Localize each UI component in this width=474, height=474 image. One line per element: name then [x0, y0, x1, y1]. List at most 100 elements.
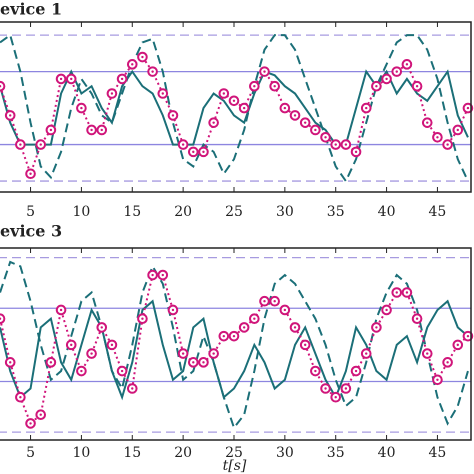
- marker-dot: [303, 343, 307, 347]
- marker-dot: [131, 387, 134, 390]
- marker-dot: [19, 396, 22, 399]
- marker-dot: [446, 361, 449, 364]
- marker-dot: [405, 63, 409, 66]
- marker-dot: [446, 143, 449, 146]
- marker-dot: [192, 150, 195, 154]
- marker-dot: [242, 326, 246, 329]
- x-tick-label: 20: [174, 445, 192, 461]
- marker-dot: [405, 291, 409, 294]
- series-line: [0, 260, 469, 430]
- marker-dot: [324, 136, 327, 139]
- marker-dot: [375, 326, 378, 329]
- panel-title: evice 1: [0, 0, 62, 19]
- x-tick-label: 10: [72, 445, 90, 461]
- marker-dot: [49, 361, 53, 364]
- marker-dot: [192, 361, 195, 364]
- x-tick-label: 45: [429, 204, 447, 220]
- marker-dot: [141, 317, 144, 320]
- marker-dot: [110, 343, 114, 347]
- marker-dot: [29, 422, 32, 425]
- marker-dot: [90, 352, 93, 355]
- marker-dot: [303, 121, 307, 124]
- marker-dot: [0, 85, 2, 88]
- marker-dot: [212, 121, 215, 124]
- x-tick-label: 40: [378, 204, 396, 220]
- plot-frame: [0, 21, 472, 193]
- marker-dot: [80, 369, 83, 373]
- marker-dot: [293, 114, 297, 117]
- panel-title: evice 3: [0, 222, 62, 241]
- marker-dot: [212, 352, 215, 355]
- marker-dot: [395, 291, 398, 294]
- marker-dot: [70, 343, 73, 347]
- marker-dot: [120, 77, 124, 81]
- marker-dot: [19, 143, 22, 146]
- marker-dot: [426, 121, 429, 124]
- marker-dot: [29, 172, 32, 175]
- marker-dot: [253, 85, 256, 88]
- marker-dot: [49, 128, 53, 132]
- marker-dot: [80, 106, 83, 110]
- series-line: [0, 274, 469, 426]
- marker-dot: [151, 273, 154, 277]
- marker-dot: [395, 70, 398, 73]
- marker-dot: [120, 369, 124, 373]
- marker-dot: [334, 396, 337, 399]
- marker-dot: [436, 136, 439, 139]
- marker: [0, 313, 6, 324]
- marker-dot: [100, 326, 103, 329]
- marker-dot: [415, 85, 419, 88]
- x-tick-label: 10: [72, 204, 90, 220]
- marker-dot: [171, 114, 175, 117]
- marker-dot: [456, 128, 459, 132]
- marker-dot: [273, 300, 276, 303]
- marker-dot: [375, 85, 378, 88]
- x-tick-label: 25: [225, 445, 243, 461]
- marker-dot: [181, 352, 185, 355]
- marker-dot: [110, 92, 114, 95]
- marker-dot: [39, 143, 42, 146]
- marker-dot: [253, 317, 256, 320]
- x-tick-label: 30: [276, 204, 294, 220]
- marker-dot: [354, 150, 358, 154]
- marker-dot: [263, 70, 266, 73]
- x-tick-label: 15: [123, 445, 141, 461]
- plot-frame: [0, 247, 472, 441]
- series-line: [0, 33, 469, 184]
- marker-dot: [273, 85, 276, 88]
- x-tick-label: 20: [174, 204, 192, 220]
- marker-dot: [354, 369, 358, 373]
- marker-dot: [314, 369, 317, 373]
- marker-dot: [263, 300, 266, 303]
- marker-dot: [59, 77, 63, 81]
- marker-dot: [415, 317, 419, 320]
- marker-dot: [232, 334, 236, 338]
- marker-dot: [314, 128, 317, 132]
- x-tick-label: 15: [123, 204, 141, 220]
- x-tick-label: 30: [276, 445, 294, 461]
- series-line: [0, 299, 469, 401]
- marker-dot: [334, 143, 337, 146]
- marker-dot: [426, 352, 429, 355]
- x-tick-label: 25: [225, 204, 243, 220]
- marker-dot: [161, 273, 164, 277]
- marker-dot: [131, 63, 134, 66]
- marker-dot: [293, 326, 297, 329]
- marker-dot: [161, 92, 164, 95]
- marker-dot: [222, 92, 226, 95]
- marker-dot: [232, 99, 236, 102]
- marker-dot: [9, 114, 12, 117]
- marker-dot: [456, 343, 459, 347]
- marker-dot: [141, 55, 144, 59]
- x-tick-label: 5: [26, 204, 35, 220]
- marker-dot: [242, 106, 246, 110]
- marker-dot: [385, 77, 388, 81]
- marker-dot: [365, 106, 368, 110]
- marker-dot: [324, 387, 327, 390]
- marker-dot: [436, 378, 439, 381]
- marker: [0, 80, 6, 92]
- marker-dot: [151, 70, 154, 73]
- marker-dot: [202, 150, 205, 154]
- x-tick-label: 40: [378, 445, 396, 461]
- marker-dot: [385, 308, 388, 312]
